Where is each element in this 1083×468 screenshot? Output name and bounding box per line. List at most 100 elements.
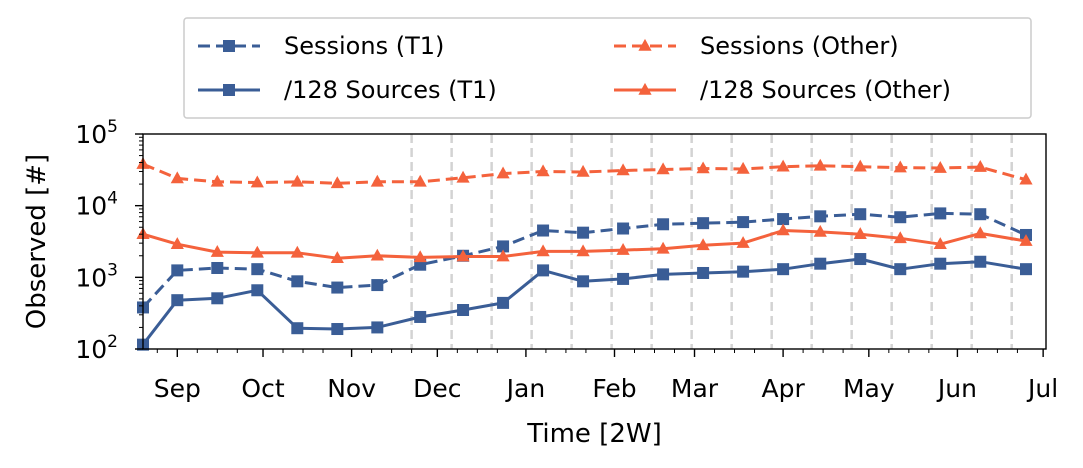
- y-tick-label: 103: [75, 260, 118, 292]
- data-point: [291, 275, 304, 288]
- data-point: [933, 160, 947, 173]
- data-point: [736, 236, 750, 248]
- y-axis-label: Observed [#]: [22, 154, 52, 329]
- x-tick-label: Nov: [327, 374, 376, 403]
- data-point: [537, 224, 550, 237]
- data-point: [657, 218, 670, 231]
- data-point: [973, 226, 987, 239]
- data-point: [737, 265, 750, 278]
- legend-entry: Sessions (T1): [198, 32, 444, 60]
- data-point: [576, 164, 590, 177]
- data-point: [894, 263, 907, 276]
- data-point: [777, 213, 790, 226]
- data-point: [853, 227, 867, 239]
- data-point: [697, 217, 710, 230]
- data-point: [250, 245, 264, 258]
- x-tick-label: Jan: [505, 374, 546, 403]
- legend-label: Sessions (T1): [284, 32, 444, 60]
- data-point: [656, 162, 670, 175]
- data-point: [537, 264, 550, 277]
- data-point: [331, 281, 344, 294]
- y-tick-label: 104: [75, 189, 118, 221]
- data-point: [457, 304, 470, 317]
- legend-marker: [638, 82, 652, 95]
- data-point: [854, 208, 867, 221]
- y-tick-label: 105: [75, 117, 118, 149]
- legend-marker: [638, 38, 652, 51]
- data-point: [330, 251, 344, 263]
- data-point: [973, 160, 987, 172]
- data-point: [893, 231, 907, 244]
- data-point: [974, 208, 987, 221]
- data-point: [331, 323, 344, 336]
- data-point: [776, 159, 790, 172]
- data-point: [894, 211, 907, 224]
- data-point: [290, 174, 304, 187]
- data-point: [893, 160, 907, 173]
- x-tick-label: Dec: [413, 374, 461, 403]
- data-point: [496, 249, 510, 262]
- legend-label: /128 Sources (T1): [284, 76, 497, 104]
- data-point: [170, 237, 184, 249]
- data-point: [414, 310, 427, 323]
- data-point: [291, 322, 304, 335]
- data-point: [854, 253, 867, 266]
- data-point: [616, 243, 630, 255]
- data-point: [371, 321, 384, 334]
- data-point: [496, 166, 510, 179]
- data-point: [170, 171, 184, 184]
- data-point: [536, 164, 550, 177]
- data-point: [617, 272, 630, 285]
- data-point: [577, 226, 590, 239]
- x-tick-label: Mar: [671, 374, 719, 403]
- legend: Sessions (T1) Sessions (Other) /128 Source…: [183, 17, 1032, 119]
- x-tick-label: Apr: [761, 374, 805, 403]
- x-axis: Sep Oct Nov Dec Jan Feb Mar Apr May Jun Jul: [154, 349, 1058, 403]
- data-point: [330, 176, 344, 189]
- series-2: [136, 157, 1033, 189]
- series-layer: [136, 157, 1033, 351]
- y-axis: 102 103 104 105: [75, 117, 143, 364]
- x-tick-label: Jul: [1026, 374, 1058, 403]
- data-point: [737, 216, 750, 229]
- data-point: [370, 248, 384, 261]
- data-point: [370, 174, 384, 187]
- data-point: [413, 250, 427, 263]
- legend-label: Sessions (Other): [700, 32, 899, 60]
- data-point: [497, 296, 510, 309]
- legend-entry: /128 Sources (T1): [198, 76, 497, 104]
- x-axis-label: Time [2W]: [526, 419, 661, 449]
- data-point: [697, 266, 710, 279]
- x-tick-label: May: [843, 374, 895, 403]
- data-point: [777, 263, 790, 276]
- data-point: [776, 223, 790, 236]
- data-point: [1019, 263, 1032, 276]
- data-point: [934, 257, 947, 270]
- data-point: [1019, 172, 1033, 185]
- data-point: [210, 174, 224, 187]
- data-point: [696, 238, 710, 251]
- series-0: [137, 207, 1032, 314]
- data-point: [577, 275, 590, 288]
- data-point: [657, 268, 670, 281]
- data-point: [1019, 234, 1033, 246]
- data-point: [934, 207, 947, 220]
- series-1: [137, 253, 1032, 351]
- data-point: [813, 224, 827, 237]
- x-tick-label: Oct: [241, 374, 284, 403]
- data-point: [536, 244, 550, 257]
- data-point: [250, 175, 264, 188]
- y-tick-label: 102: [75, 332, 118, 364]
- data-point: [497, 240, 510, 253]
- data-point: [371, 279, 384, 292]
- data-point: [210, 245, 224, 257]
- data-point: [617, 222, 630, 235]
- data-point: [813, 158, 827, 171]
- data-point: [171, 264, 184, 277]
- data-point: [974, 255, 987, 268]
- data-point: [211, 292, 224, 305]
- data-point: [853, 159, 867, 172]
- x-tick-label: Jun: [936, 374, 977, 403]
- data-point: [814, 210, 827, 223]
